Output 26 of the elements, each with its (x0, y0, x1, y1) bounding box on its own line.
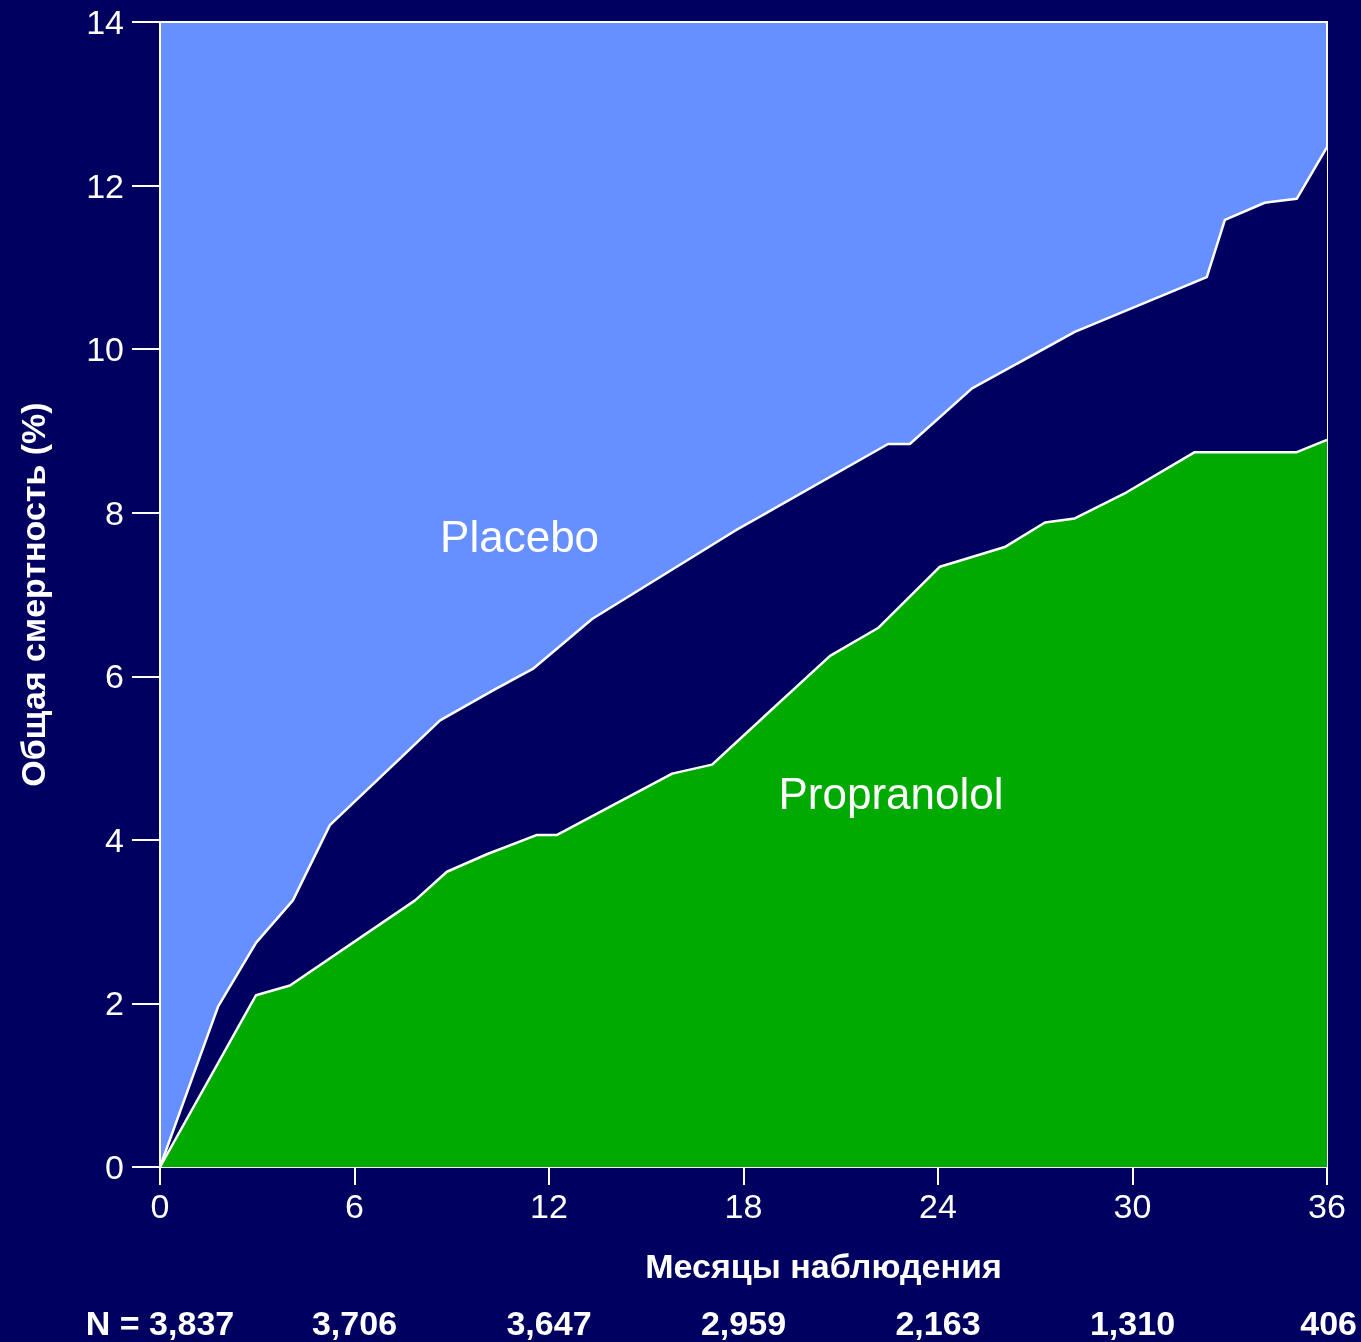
x-axis-title: Месяцы наблюдения (645, 1247, 1002, 1285)
y-axis-title: Общая смертность (%) (14, 402, 52, 787)
x-tick-label: 36 (1308, 1187, 1346, 1225)
text: 1,310 (1089, 1304, 1176, 1342)
text: 2,959 (700, 1304, 787, 1342)
x-tick-label: 18 (724, 1187, 763, 1225)
y-tick-label: 0 (105, 1148, 124, 1186)
y-tick-label: 8 (105, 493, 124, 532)
text: 2,163 (895, 1304, 981, 1342)
y-tick-label: 14 (86, 3, 124, 41)
text: N = 3,837 (85, 1304, 235, 1342)
x-tick-label: 6 (345, 1187, 364, 1225)
x-tick-label: 0 (150, 1187, 170, 1225)
series-label: Propranolol (778, 769, 1004, 819)
y-tick-label: 6 (105, 657, 124, 696)
x-tick-label: 30 (1113, 1187, 1152, 1225)
series-label: Placebo (440, 511, 600, 561)
text: 3,647 (506, 1304, 592, 1342)
y-tick-label: 12 (86, 166, 124, 205)
y-tick-label: 10 (86, 330, 124, 369)
x-tick-label: 12 (530, 1187, 568, 1225)
text: 406 (1300, 1304, 1357, 1342)
text: 3,706 (311, 1304, 398, 1342)
x-tick-label: 24 (919, 1187, 957, 1225)
y-tick-label: 2 (105, 984, 124, 1023)
y-tick-label: 4 (105, 820, 124, 859)
